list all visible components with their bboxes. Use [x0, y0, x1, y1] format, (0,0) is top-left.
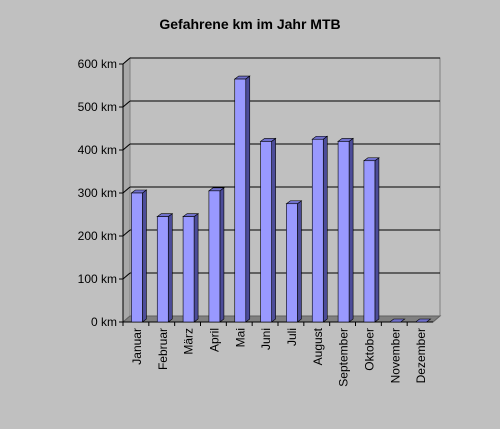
bar: [388, 318, 406, 323]
x-tick-label: September: [337, 328, 351, 387]
bar: [208, 190, 221, 323]
x-tick-label: Dezember: [414, 328, 428, 383]
x-tick-label: März: [182, 328, 196, 355]
x-tick-label: Juli: [285, 328, 299, 346]
bar: [260, 141, 272, 323]
y-tick-label: 300 km: [78, 186, 117, 200]
bar: [234, 78, 247, 323]
bar-side: [142, 189, 147, 323]
y-tick-label: 400 km: [78, 143, 117, 157]
bar-side: [219, 187, 225, 323]
y-tick-label: 500 km: [78, 100, 117, 114]
bar-side: [271, 137, 276, 323]
gridline-diag: [122, 143, 131, 151]
bar-side: [374, 157, 380, 323]
bar: [286, 203, 298, 323]
x-tick-label: Februar: [156, 328, 170, 370]
gridline-diag: [122, 272, 131, 280]
x-tick-label: Juni: [259, 328, 273, 350]
bar-side: [322, 135, 328, 323]
x-tick-label: Mai: [233, 328, 247, 347]
bar: [156, 216, 169, 323]
bar: [337, 141, 350, 323]
gridline-diag: [122, 229, 131, 237]
gridline-diag: [122, 186, 131, 194]
bar-side: [193, 213, 199, 323]
y-tick-label: 0 km: [91, 315, 117, 329]
x-tick-label: Januar: [130, 328, 144, 365]
y-tick-label: 200 km: [78, 229, 117, 243]
gridline-diag: [122, 100, 131, 108]
bar-side: [167, 213, 173, 323]
x-tick-label: April: [207, 328, 221, 352]
bar: [182, 216, 195, 323]
x-tick-label: Oktober: [362, 328, 376, 371]
chart-title: Gefahrene km im Jahr MTB: [159, 16, 341, 32]
bar-side: [245, 75, 251, 323]
bar: [363, 160, 376, 323]
bar-side: [348, 137, 354, 323]
y-tick-label: 100 km: [78, 272, 117, 286]
bar: [414, 318, 432, 323]
y-tick-label: 600 km: [78, 57, 117, 71]
x-tick-label: November: [388, 328, 402, 383]
x-tick-label: August: [311, 327, 325, 365]
bar-side: [297, 200, 302, 323]
bar: [131, 192, 143, 323]
bar: [311, 138, 324, 323]
gridline-diag: [122, 57, 131, 65]
